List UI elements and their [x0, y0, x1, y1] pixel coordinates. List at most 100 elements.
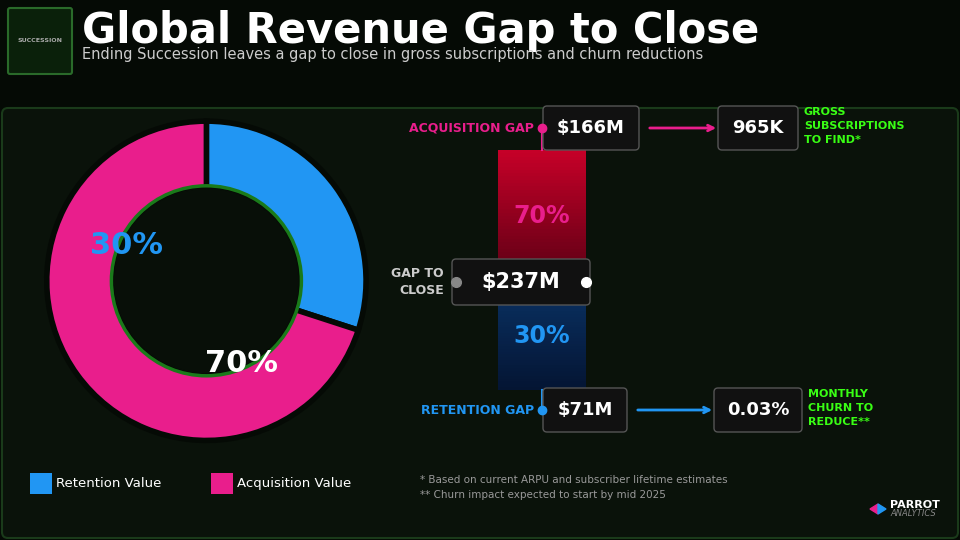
- Bar: [498, 153, 586, 157]
- Bar: [498, 176, 586, 180]
- Bar: [498, 295, 586, 298]
- Text: PARROT: PARROT: [890, 500, 940, 510]
- Bar: [498, 163, 586, 166]
- Text: Retention Value: Retention Value: [56, 477, 161, 490]
- Bar: [498, 314, 586, 317]
- Circle shape: [114, 189, 299, 373]
- Bar: [498, 232, 586, 236]
- FancyBboxPatch shape: [718, 106, 798, 150]
- Text: 965K: 965K: [732, 119, 783, 137]
- Bar: [498, 330, 586, 333]
- Bar: [498, 365, 586, 368]
- Bar: [498, 252, 586, 255]
- Bar: [498, 292, 586, 295]
- Bar: [498, 278, 586, 282]
- Bar: [498, 225, 586, 229]
- Polygon shape: [870, 504, 878, 514]
- Bar: [498, 281, 586, 285]
- Bar: [498, 335, 586, 339]
- Text: RETENTION GAP: RETENTION GAP: [420, 403, 534, 416]
- Bar: [498, 242, 586, 246]
- Bar: [498, 370, 586, 374]
- Bar: [498, 219, 586, 222]
- Bar: [498, 368, 586, 371]
- Bar: [498, 202, 586, 206]
- Bar: [498, 222, 586, 226]
- Text: MONTHLY
CHURN TO
REDUCE**: MONTHLY CHURN TO REDUCE**: [808, 389, 874, 427]
- Text: SUCCESSION: SUCCESSION: [17, 38, 62, 44]
- Text: 30%: 30%: [90, 231, 163, 260]
- Bar: [498, 159, 586, 163]
- Wedge shape: [47, 121, 358, 441]
- Bar: [211, 472, 233, 494]
- Bar: [498, 373, 586, 376]
- Text: Acquisition Value: Acquisition Value: [237, 477, 351, 490]
- Text: GROSS
SUBSCRIPTIONS
TO FIND*: GROSS SUBSCRIPTIONS TO FIND*: [804, 107, 904, 145]
- Bar: [498, 289, 586, 293]
- Bar: [498, 215, 586, 219]
- Bar: [498, 346, 586, 349]
- Bar: [498, 272, 586, 275]
- Bar: [498, 189, 586, 193]
- Bar: [498, 275, 586, 279]
- Bar: [498, 341, 586, 344]
- Text: 70%: 70%: [205, 349, 278, 379]
- Bar: [498, 384, 586, 387]
- Bar: [498, 357, 586, 360]
- Polygon shape: [878, 504, 886, 514]
- Text: ANALYTICS: ANALYTICS: [890, 510, 936, 518]
- Wedge shape: [206, 121, 366, 330]
- Text: $237M: $237M: [482, 272, 561, 292]
- Text: $71M: $71M: [558, 401, 612, 419]
- FancyBboxPatch shape: [543, 106, 639, 150]
- Bar: [498, 199, 586, 203]
- Bar: [498, 195, 586, 199]
- Bar: [498, 166, 586, 170]
- Text: 30%: 30%: [514, 324, 570, 348]
- Bar: [498, 265, 586, 269]
- Bar: [498, 303, 586, 306]
- Bar: [498, 284, 586, 287]
- Bar: [498, 170, 586, 173]
- Bar: [498, 316, 586, 320]
- Bar: [498, 248, 586, 252]
- Bar: [498, 308, 586, 312]
- Bar: [498, 360, 586, 363]
- Bar: [498, 352, 586, 355]
- Bar: [498, 186, 586, 190]
- Bar: [498, 173, 586, 177]
- Bar: [498, 183, 586, 186]
- Bar: [498, 300, 586, 303]
- Text: $166M: $166M: [557, 119, 625, 137]
- Text: 0.03%: 0.03%: [727, 401, 789, 419]
- Bar: [498, 311, 586, 314]
- Text: Ending Succession leaves a gap to close in gross subscriptions and churn reducti: Ending Succession leaves a gap to close …: [82, 47, 704, 62]
- Text: ACQUISITION GAP: ACQUISITION GAP: [409, 122, 534, 134]
- Bar: [498, 376, 586, 379]
- Bar: [498, 381, 586, 384]
- Bar: [498, 319, 586, 322]
- Bar: [498, 209, 586, 213]
- Bar: [498, 239, 586, 242]
- Bar: [498, 229, 586, 233]
- Bar: [498, 298, 586, 301]
- Bar: [498, 354, 586, 357]
- Bar: [30, 472, 52, 494]
- Bar: [498, 268, 586, 272]
- FancyBboxPatch shape: [543, 388, 627, 432]
- Text: ** Churn impact expected to start by mid 2025: ** Churn impact expected to start by mid…: [420, 490, 666, 500]
- Bar: [498, 349, 586, 352]
- Text: * Based on current ARPU and subscriber lifetime estimates: * Based on current ARPU and subscriber l…: [420, 475, 728, 485]
- Bar: [498, 179, 586, 183]
- Bar: [498, 192, 586, 196]
- Bar: [498, 338, 586, 341]
- FancyBboxPatch shape: [2, 108, 958, 538]
- Bar: [498, 379, 586, 382]
- Bar: [498, 259, 586, 262]
- Bar: [498, 206, 586, 210]
- Bar: [498, 387, 586, 390]
- FancyBboxPatch shape: [8, 8, 72, 74]
- Bar: [498, 322, 586, 325]
- FancyBboxPatch shape: [714, 388, 802, 432]
- Bar: [498, 325, 586, 328]
